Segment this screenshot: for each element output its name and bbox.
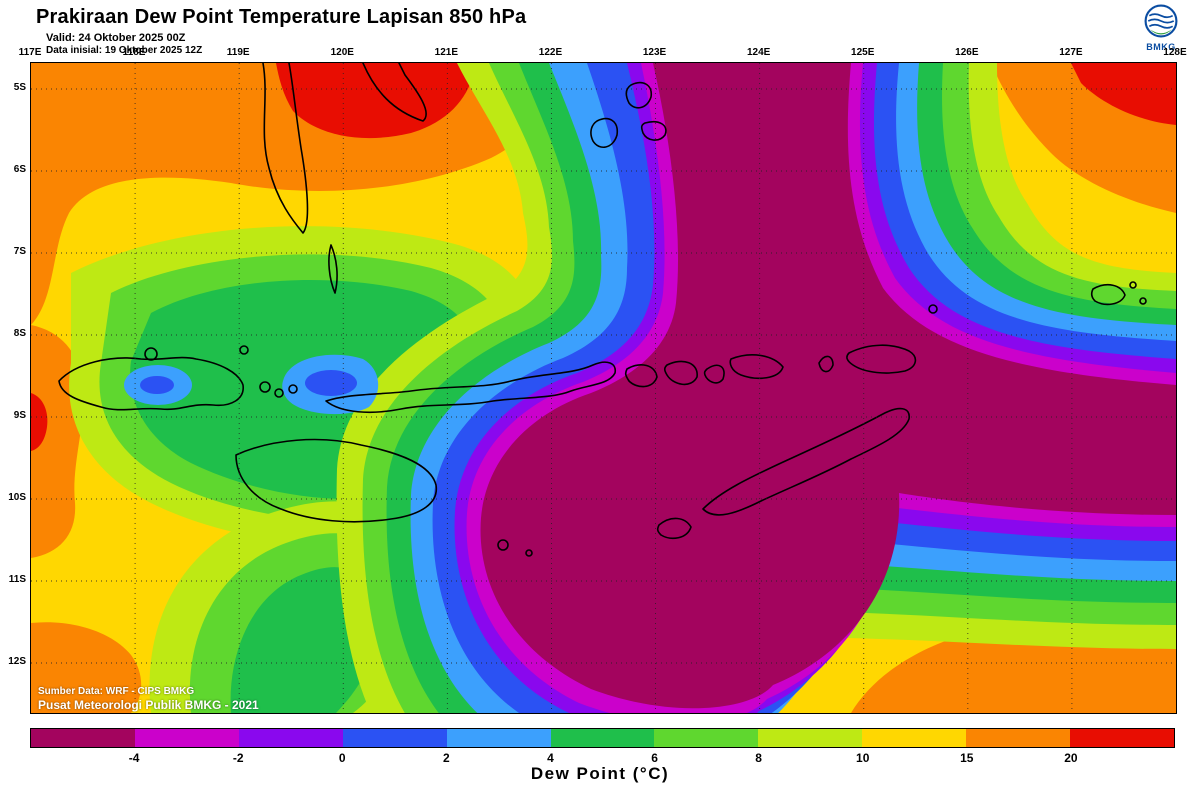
colorbar-segment bbox=[134, 729, 239, 747]
bmkg-logo-text: BMKG bbox=[1146, 42, 1176, 52]
bmkg-logo-icon bbox=[1144, 4, 1178, 38]
island-outlines-shape bbox=[525, 549, 533, 557]
colorbar-tick-label: -4 bbox=[128, 751, 140, 765]
colorbar-segment bbox=[31, 729, 135, 747]
lon-label: 125E bbox=[851, 47, 875, 58]
colorbar-segment bbox=[342, 729, 447, 747]
island-outlines-shape bbox=[497, 539, 509, 551]
colorbar-tick-label: 6 bbox=[651, 751, 658, 765]
lon-label: 120E bbox=[330, 47, 354, 58]
colorbar-title: Dew Point (°C) bbox=[530, 764, 670, 783]
island-outlines-shape bbox=[625, 81, 653, 109]
island-outlines-shape bbox=[590, 117, 619, 148]
contour-field-shape bbox=[31, 622, 142, 713]
lon-label: 119E bbox=[226, 47, 250, 58]
island-outlines-shape bbox=[703, 364, 725, 384]
colorbar-segment bbox=[758, 729, 863, 747]
lon-label: 118E bbox=[122, 47, 146, 58]
colorbar-segment bbox=[966, 729, 1071, 747]
contour-field-shape bbox=[480, 63, 1176, 709]
lat-label: 8S bbox=[13, 328, 26, 339]
island-outlines-shape bbox=[1139, 297, 1147, 305]
colorbar-segment bbox=[1070, 729, 1174, 747]
island-outlines-shape bbox=[259, 381, 271, 393]
island-outlines-shape bbox=[1090, 283, 1126, 306]
lon-label: 123E bbox=[642, 47, 667, 58]
lon-label: 128E bbox=[1163, 47, 1187, 58]
publisher-credit: Pusat Meteorologi Publik BMKG - 2021 bbox=[38, 698, 259, 712]
contour-field-shape bbox=[276, 63, 476, 139]
colorbar-segment bbox=[654, 729, 759, 747]
island-outlines-shape bbox=[663, 360, 698, 386]
lon-label: 126E bbox=[955, 47, 979, 58]
colorbar-segment bbox=[446, 729, 551, 747]
island-outlines-shape bbox=[1129, 281, 1137, 289]
island-outlines-shape bbox=[818, 355, 834, 373]
colorbar-tick-label: 2 bbox=[443, 751, 450, 765]
lat-label: 12S bbox=[8, 656, 26, 667]
colorbar-tick-label: 10 bbox=[856, 751, 870, 765]
island-outlines-shape bbox=[362, 63, 427, 122]
island-outlines-shape bbox=[325, 361, 617, 414]
colorbar-tick-label: 20 bbox=[1064, 751, 1078, 765]
page-title: Prakiraan Dew Point Temperature Lapisan … bbox=[36, 6, 527, 28]
lat-label: 10S bbox=[8, 492, 26, 503]
island-outlines-shape bbox=[656, 517, 692, 540]
contour-field bbox=[31, 63, 1176, 713]
lat-label: 5S bbox=[13, 82, 26, 93]
lon-label: 127E bbox=[1059, 47, 1083, 58]
contour-field-shape bbox=[230, 567, 378, 713]
colorbar-segment bbox=[238, 729, 343, 747]
valid-time-label: Valid: 24 Oktober 2025 00Z bbox=[46, 32, 186, 44]
island-outlines-shape bbox=[235, 438, 438, 523]
colorbar-tick-label: 4 bbox=[547, 751, 554, 765]
lat-label: 7S bbox=[13, 246, 26, 257]
contour-field-shape bbox=[31, 63, 556, 325]
init-time-label: Data inisial: 19 Oktober 2025 12Z bbox=[46, 45, 203, 56]
contour-field-shape bbox=[1071, 63, 1176, 125]
data-source-credit: Sumber Data: WRF - CIPS BMKG bbox=[38, 686, 195, 697]
lat-label: 6S bbox=[13, 164, 26, 175]
island-outlines-shape bbox=[144, 347, 158, 361]
colorbar bbox=[30, 728, 1175, 748]
map-svg bbox=[31, 63, 1176, 713]
lon-label: 122E bbox=[538, 47, 563, 58]
island-outlines-shape bbox=[274, 388, 284, 398]
colorbar-tick-label: 8 bbox=[755, 751, 762, 765]
colorbar-tick-label: 0 bbox=[338, 751, 346, 765]
colorbar-tick-label: 15 bbox=[960, 751, 974, 765]
colorbar-tick-label: -2 bbox=[232, 751, 244, 765]
island-outlines-shape bbox=[288, 384, 298, 394]
island-outlines-shape bbox=[928, 304, 938, 314]
gridlines bbox=[31, 63, 1176, 713]
island-outlines-shape bbox=[640, 120, 667, 141]
island-outlines-shape bbox=[239, 345, 249, 355]
lat-label: 11S bbox=[8, 574, 26, 585]
map-area bbox=[30, 62, 1177, 714]
colorbar-segment bbox=[550, 729, 655, 747]
lat-label: 9S bbox=[13, 410, 26, 421]
colorbar-segment bbox=[862, 729, 967, 747]
lon-label: 121E bbox=[434, 47, 459, 58]
contour-field-shape bbox=[305, 370, 357, 396]
island-outlines-shape bbox=[262, 63, 309, 234]
island-outlines-shape bbox=[702, 407, 910, 516]
lon-label: 117E bbox=[18, 47, 42, 58]
contour-field-shape bbox=[140, 376, 174, 394]
lon-label: 124E bbox=[746, 47, 771, 58]
island-outlines-shape bbox=[729, 354, 784, 380]
contour-field-shape bbox=[31, 393, 48, 451]
island-outlines-shape bbox=[624, 364, 658, 388]
island-outlines-shape bbox=[328, 244, 338, 294]
island-outlines-shape bbox=[846, 344, 917, 374]
bmkg-logo: BMKG bbox=[1138, 4, 1184, 52]
